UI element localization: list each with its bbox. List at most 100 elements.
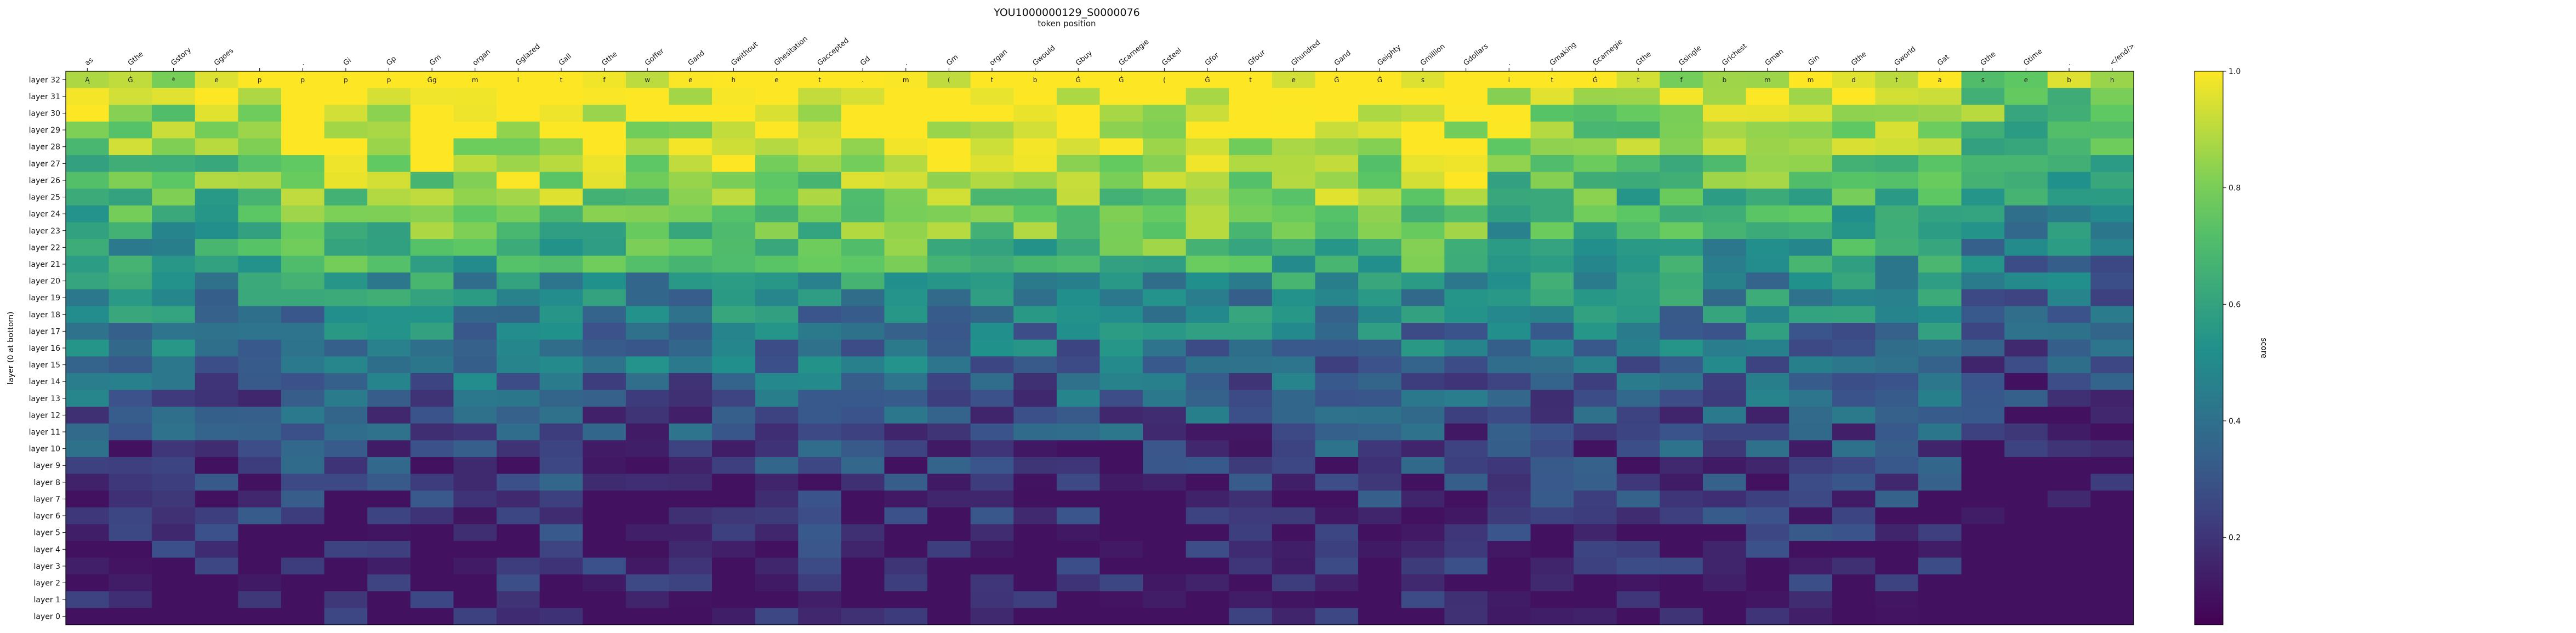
heatmap-cell <box>1315 574 1359 592</box>
heatmap-cell <box>1918 474 1962 491</box>
heatmap-cell <box>453 540 497 558</box>
heatmap-cell <box>884 540 928 558</box>
heatmap-cell <box>1616 591 1660 608</box>
x-tick-label: Gdollars <box>1462 42 1490 67</box>
heatmap-cell <box>2090 540 2134 558</box>
heatmap-cell <box>152 390 196 407</box>
heatmap-cell <box>798 524 842 541</box>
heatmap-cell <box>1574 222 1617 239</box>
heatmap-cell <box>798 155 842 173</box>
heatmap-cell <box>152 491 196 508</box>
heatmap-cell <box>1789 239 1833 256</box>
heatmap-cell <box>66 407 110 424</box>
heatmap-cell <box>152 557 196 575</box>
heatmap-cell <box>798 272 842 290</box>
heatmap-cell <box>453 390 497 407</box>
heatmap-cell <box>927 591 971 608</box>
heatmap-cell <box>1832 339 1876 357</box>
heatmap-cell <box>1358 138 1402 156</box>
heatmap-cell <box>712 289 756 306</box>
heatmap-cell <box>367 172 411 189</box>
cell-label: Ą <box>85 76 90 84</box>
heatmap-cell <box>1616 507 1660 524</box>
heatmap-cell <box>2047 557 2091 575</box>
heatmap-cell <box>1358 105 1402 122</box>
heatmap-cell <box>1832 289 1876 306</box>
heatmap-cell <box>1444 272 1488 290</box>
heatmap-cell <box>1229 121 1273 139</box>
heatmap-cell <box>66 323 110 340</box>
heatmap-cell <box>1832 71 1876 89</box>
heatmap-cell <box>841 239 885 256</box>
heatmap-cell <box>367 339 411 357</box>
heatmap-cell <box>712 407 756 424</box>
heatmap-cell <box>1574 138 1617 156</box>
heatmap-cell <box>410 373 454 391</box>
heatmap-cell <box>1746 608 1789 625</box>
heatmap-cell <box>1789 491 1833 508</box>
heatmap-cell <box>1574 71 1617 89</box>
cell-label: m <box>1808 76 1814 84</box>
heatmap-cell <box>1013 440 1057 458</box>
heatmap-cell <box>1616 105 1660 122</box>
heatmap-cell <box>2004 440 2048 458</box>
heatmap-cell <box>281 407 325 424</box>
heatmap-cell <box>1875 323 1919 340</box>
heatmap-cell <box>1616 423 1660 441</box>
heatmap-cell <box>1444 356 1488 374</box>
heatmap-cell <box>1746 121 1789 139</box>
heatmap-cell <box>539 524 583 541</box>
heatmap-cell <box>583 289 626 306</box>
heatmap-cell <box>798 172 842 189</box>
heatmap-cell <box>712 121 756 139</box>
heatmap-cell <box>1401 491 1445 508</box>
heatmap-cell <box>1401 356 1445 374</box>
heatmap-cell <box>109 189 152 206</box>
heatmap-cell <box>1358 222 1402 239</box>
heatmap-cell <box>1056 205 1100 223</box>
heatmap-cell <box>1616 440 1660 458</box>
heatmap-cell <box>1487 390 1531 407</box>
heatmap-cell <box>1143 105 1187 122</box>
heatmap-cell <box>1746 323 1789 340</box>
heatmap-cell <box>109 557 152 575</box>
heatmap-cell <box>1229 138 1273 156</box>
heatmap-cell <box>1444 121 1488 139</box>
heatmap-cell <box>1789 356 1833 374</box>
heatmap-cell <box>195 440 238 458</box>
heatmap-cell <box>625 339 669 357</box>
heatmap-cell <box>755 121 799 139</box>
heatmap-cell <box>497 540 540 558</box>
heatmap-cell <box>927 306 971 323</box>
x-tick-label: Gthe <box>1850 50 1868 67</box>
heatmap-cell <box>970 591 1014 608</box>
heatmap-cell <box>497 557 540 575</box>
heatmap-cell <box>1229 474 1273 491</box>
heatmap-cell <box>1444 189 1488 206</box>
heatmap-cell <box>539 457 583 475</box>
heatmap-cell <box>755 457 799 475</box>
heatmap-cell <box>1961 222 2005 239</box>
heatmap-cell <box>712 540 756 558</box>
heatmap-cell <box>367 105 411 122</box>
heatmap-cell <box>109 423 152 441</box>
heatmap-cell <box>1272 591 1316 608</box>
heatmap-cell <box>195 373 238 391</box>
heatmap-cell <box>1574 457 1617 475</box>
heatmap-cell <box>238 373 282 391</box>
heatmap-cell <box>1099 222 1143 239</box>
heatmap-cell <box>195 272 238 290</box>
heatmap-cell <box>1143 306 1187 323</box>
heatmap-cell <box>1401 189 1445 206</box>
heatmap-cell <box>1143 524 1187 541</box>
heatmap-cell <box>238 239 282 256</box>
heatmap-cell <box>583 540 626 558</box>
heatmap-cell <box>1746 255 1789 273</box>
x-tick-label: Gbuy <box>1074 49 1094 67</box>
heatmap-cell <box>2090 457 2134 475</box>
heatmap-cell <box>539 155 583 173</box>
y-tick-label: layer 32 <box>29 76 60 84</box>
x-tick-label: Gcarnegie <box>1118 38 1151 67</box>
heatmap-cell <box>669 540 713 558</box>
heatmap-cell <box>2047 407 2091 424</box>
